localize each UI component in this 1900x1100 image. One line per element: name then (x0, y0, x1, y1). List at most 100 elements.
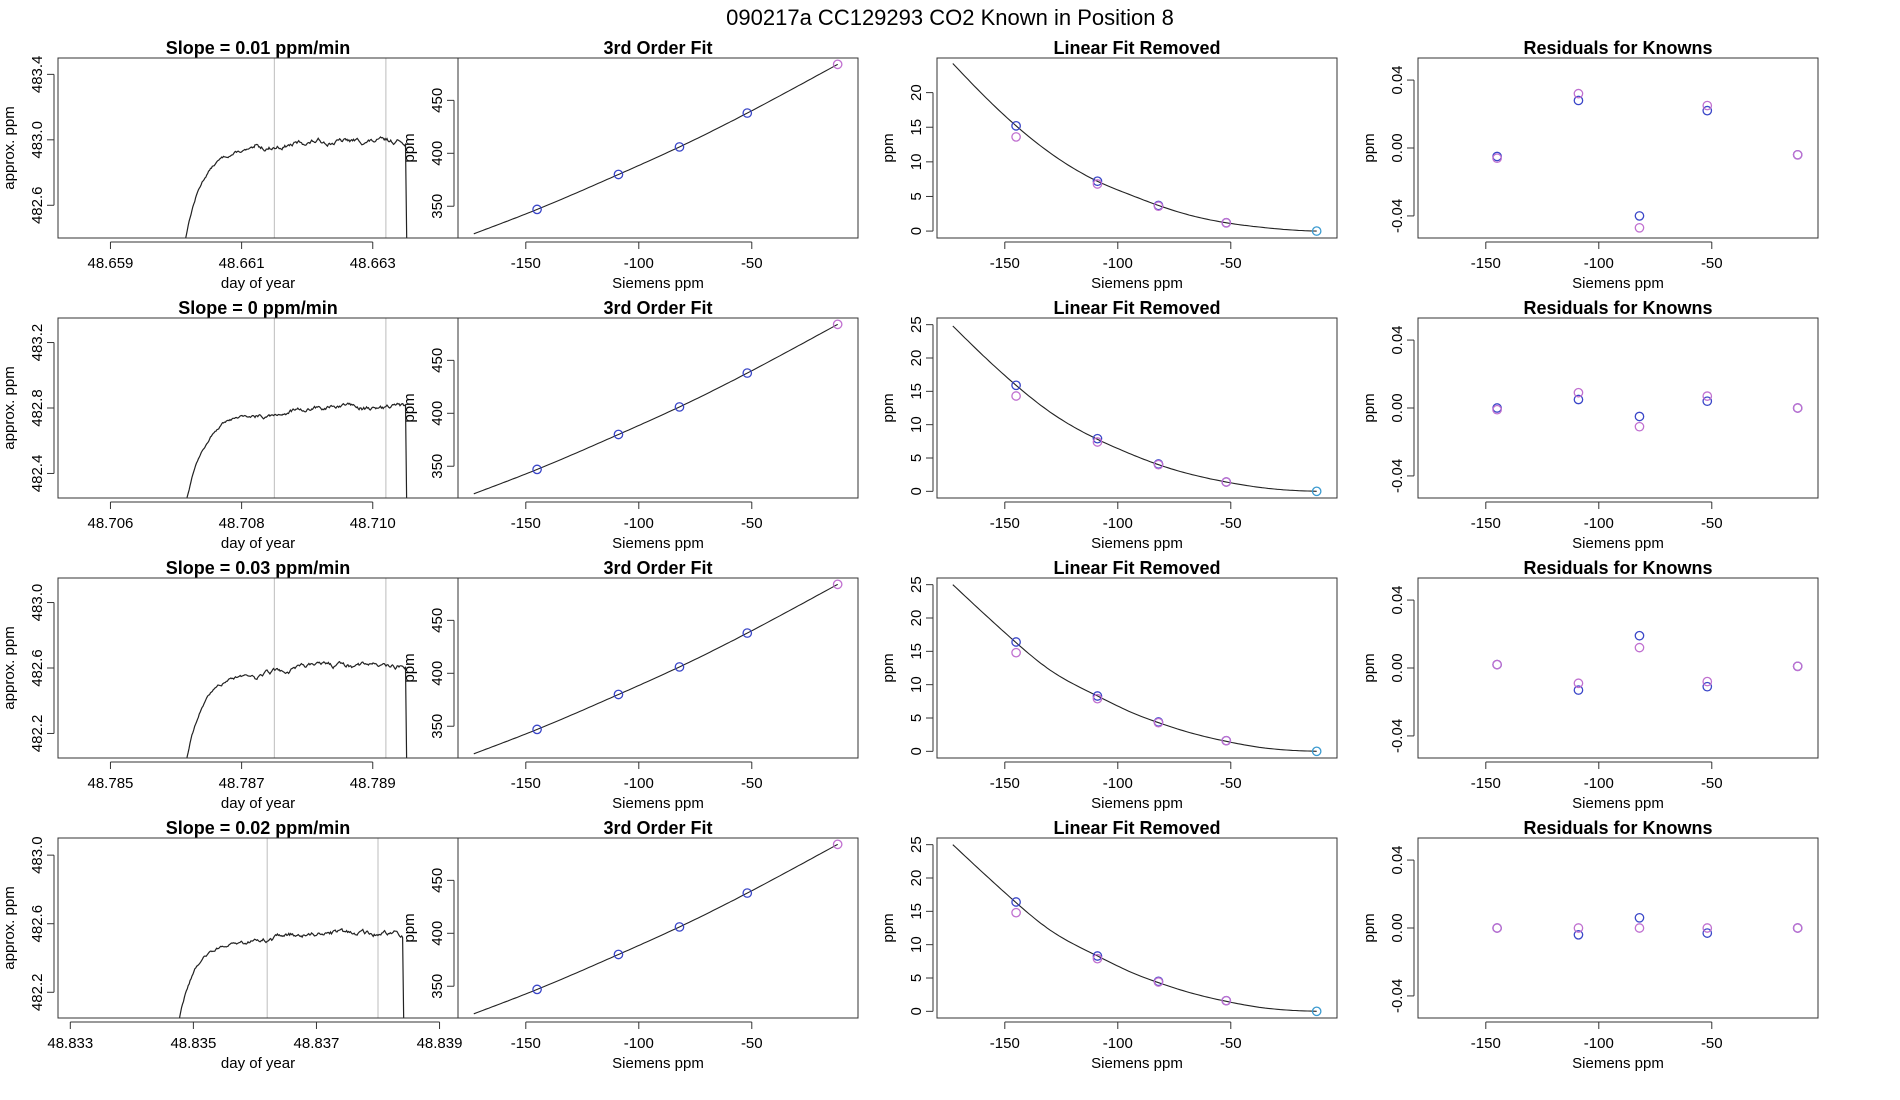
x-axis-label: day of year (221, 1055, 295, 1072)
y-axis-label: ppm (880, 653, 897, 682)
data-point (1792, 661, 1803, 672)
y-tick-label: 10 (908, 936, 925, 953)
data-point (1634, 411, 1645, 422)
data-point (1634, 222, 1645, 233)
data-point (1221, 477, 1232, 487)
x-axis-label: day of year (221, 795, 295, 812)
y-tick-label: 482.6 (29, 649, 46, 687)
x-tick-label: 48.706 (88, 515, 134, 532)
plot-area (952, 844, 1322, 1017)
x-axis-label: Siemens ppm (1091, 1055, 1183, 1072)
y-axis-label: approx. ppm (1, 626, 18, 709)
data-point (1634, 912, 1645, 923)
chart-panel-16: Residuals for Knowns -150 -100 -50 Siemens p… (1361, 818, 1819, 1072)
x-tick-label: -100 (1584, 515, 1614, 532)
chart-panel-2: 3rd Order Fit -150 -100 -50 Siemens ppm 350 40… (401, 38, 859, 292)
x-axis-label: Siemens ppm (612, 275, 704, 292)
data-point (1492, 404, 1502, 415)
fit-curve (473, 583, 838, 755)
y-tick-label: 0.00 (1389, 133, 1406, 162)
plot-frame (1417, 837, 1819, 1019)
y-tick-label: -0.04 (1389, 199, 1406, 233)
data-trace (186, 402, 408, 498)
y-tick-label: -0.04 (1389, 719, 1406, 753)
data-point (532, 724, 542, 735)
y-tick-label: 350 (429, 194, 446, 219)
plot-area (952, 325, 1322, 497)
chart-panel-14: 3rd Order Fit -150 -100 -50 Siemens ppm 350 40… (401, 818, 859, 1072)
y-tick-label: 400 (429, 141, 446, 166)
data-point (1702, 676, 1713, 687)
fit-curve (473, 323, 838, 495)
data-point (1221, 995, 1232, 1006)
chart-title: 3rd Order Fit (603, 818, 712, 838)
x-tick-label: -150 (511, 255, 541, 272)
data-point (1011, 132, 1021, 142)
y-tick-label: 400 (429, 401, 446, 426)
y-tick-label: 25 (908, 316, 925, 333)
data-trace (186, 660, 408, 758)
data-point (613, 429, 624, 440)
x-tick-label: -100 (1584, 255, 1614, 272)
data-point (1492, 659, 1502, 670)
y-axis-label: ppm (1361, 133, 1378, 162)
y-tick-label: 400 (429, 921, 446, 946)
data-point (1092, 693, 1103, 704)
fit-curve (952, 63, 1317, 232)
plot-frame (936, 837, 1338, 1019)
data-point (1011, 637, 1021, 647)
plot-frame (457, 577, 859, 759)
x-tick-label: -100 (1584, 1035, 1614, 1052)
data-point (1092, 179, 1103, 189)
data-point (1221, 735, 1232, 746)
data-point (1011, 380, 1021, 391)
data-point (674, 922, 685, 932)
x-axis-label: day of year (221, 275, 295, 292)
plot-area (473, 579, 843, 755)
y-tick-label: 0.00 (1389, 913, 1406, 942)
x-tick-label: 48.663 (350, 255, 396, 272)
plot-area (473, 319, 843, 495)
data-point (532, 204, 542, 215)
x-tick-label: -150 (511, 1035, 541, 1052)
data-point (1702, 391, 1713, 401)
x-tick-label: 48.708 (219, 515, 265, 532)
x-tick-label: -50 (741, 1035, 763, 1052)
data-point (1092, 951, 1103, 961)
plot-area (186, 318, 408, 498)
plot-area (952, 63, 1322, 236)
y-tick-label: 0.00 (1389, 393, 1406, 422)
chart-title: 3rd Order Fit (603, 38, 712, 58)
x-tick-label: -100 (1103, 775, 1133, 792)
chart-title: Residuals for Knowns (1523, 298, 1712, 318)
y-tick-label: 350 (429, 974, 446, 999)
y-axis-label: ppm (1361, 393, 1378, 422)
chart-panel-4: Residuals for Knowns -150 -100 -50 Siemens p… (1361, 38, 1819, 292)
chart-title: Slope = 0 ppm/min (178, 298, 338, 318)
data-point (1702, 681, 1713, 692)
data-point (1573, 685, 1584, 695)
data-point (1311, 1006, 1322, 1017)
chart-title: Linear Fit Removed (1053, 818, 1220, 838)
y-tick-label: 5 (908, 192, 925, 200)
y-tick-label: 5 (908, 454, 925, 462)
data-point (1092, 691, 1103, 701)
y-tick-label: 15 (908, 383, 925, 400)
x-tick-label: -50 (1701, 515, 1723, 532)
data-point (1011, 120, 1021, 131)
y-tick-label: 482.6 (29, 186, 46, 224)
y-axis-label: approx. ppm (1, 366, 18, 449)
plot-frame (1417, 577, 1819, 759)
data-point (1702, 396, 1713, 407)
data-point (1634, 211, 1645, 221)
data-point (1153, 459, 1164, 470)
y-axis-label: ppm (401, 913, 418, 942)
x-tick-label: -50 (1701, 255, 1723, 272)
y-tick-label: 483.0 (29, 836, 46, 874)
x-axis-label: Siemens ppm (1572, 795, 1664, 812)
chart-panel-7: Linear Fit Removed -150 -100 -50 Siemens ppm… (880, 298, 1338, 552)
chart-title: Slope = 0.02 ppm/min (166, 818, 351, 838)
x-tick-label: 48.789 (350, 775, 396, 792)
plot-frame (1417, 317, 1819, 499)
